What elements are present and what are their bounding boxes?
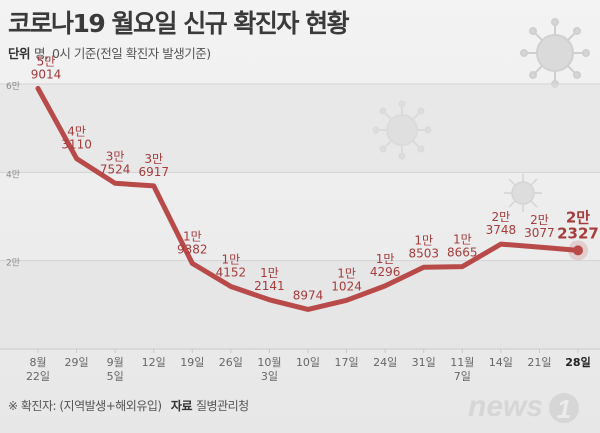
x-tick-label: 12일	[142, 355, 166, 369]
data-label-value: 9014	[31, 67, 62, 81]
data-label-value: 8974	[293, 288, 324, 302]
data-label-unit: 1만	[414, 233, 433, 247]
data-label-unit: 1만	[453, 233, 472, 247]
x-tick-label: 28일	[565, 355, 590, 369]
data-label-unit: 1만	[260, 266, 279, 280]
x-tick-label: 19일	[180, 355, 204, 369]
news1-logo: news 1	[468, 390, 579, 424]
data-label-unit: 3만	[144, 152, 163, 166]
data-label-unit: 1만	[222, 252, 241, 266]
footer-note: ※ 확진자: (지역발생+해외유입)	[8, 399, 162, 413]
data-label-value: 2141	[254, 279, 285, 293]
data-label-value: 8665	[447, 246, 478, 260]
data-label-value: 3077	[524, 226, 555, 240]
source-name: 질병관리청	[196, 399, 249, 413]
data-label-value: 4152	[216, 265, 247, 279]
unit-note: 단위 명, 0시 기준(전일 확진자 발생기준)	[8, 43, 211, 62]
x-tick-label: 10일	[296, 355, 320, 369]
data-label-value: 9382	[177, 242, 208, 256]
x-tick-label: 22일	[26, 369, 50, 383]
x-tick-label: 10월	[257, 356, 281, 369]
x-tick-label: 8월	[29, 356, 46, 369]
x-tick-label: 11월	[450, 356, 474, 369]
x-tick-label: 31일	[412, 355, 436, 369]
band-lower	[0, 260, 600, 349]
data-label-unit: 2만	[566, 208, 590, 226]
x-tick-label: 26일	[219, 355, 243, 369]
data-label-unit: 1만	[376, 252, 395, 266]
logo-text: news	[468, 390, 543, 423]
unit-text: 명, 0시 기준(전일 확진자 발생기준)	[34, 46, 211, 61]
data-labels: 90145만31104만75243만69173만93821만41521만2141…	[31, 54, 599, 302]
data-label-value: 4296	[370, 265, 401, 279]
data-label-value: 1024	[331, 279, 362, 293]
x-tick-label: 17일	[335, 355, 359, 369]
y-tick-label: 4만	[6, 169, 20, 180]
data-label-unit: 1만	[337, 266, 356, 280]
data-label-unit: 4만	[67, 125, 86, 139]
x-tick-label: 14일	[489, 355, 513, 369]
data-label-value: 8503	[408, 246, 439, 260]
virus-illustration-small-icon	[504, 174, 542, 212]
data-label-value: 3110	[61, 138, 92, 152]
x-tick-label: 29일	[65, 355, 89, 369]
x-tick-label: 9월	[107, 356, 124, 369]
logo-number: 1	[557, 394, 571, 424]
y-axis-ticks: 6만 4만 2만	[6, 81, 20, 269]
series-line	[35, 85, 581, 312]
y-tick-label: 2만	[6, 258, 20, 269]
chart-title: 코로나19 월요일 신규 확진자 현황	[8, 9, 350, 38]
data-label-value: 3748	[486, 223, 517, 237]
data-label-unit: 2만	[492, 210, 511, 224]
last-point-marker	[573, 245, 583, 256]
x-tick-label: 7일	[454, 369, 471, 383]
unit-label: 단위	[8, 46, 31, 61]
data-label-value: 7524	[100, 162, 131, 176]
x-tick-label: 5일	[107, 369, 124, 383]
band-upper	[0, 84, 600, 173]
x-tick-label: 24일	[373, 355, 397, 369]
data-label-unit: 3만	[106, 149, 125, 163]
source-label: 자료	[170, 399, 193, 413]
data-label-value: 2327	[557, 224, 599, 242]
footer: ※ 확진자: (지역발생+해외유입) 자료 질병관리청	[8, 397, 249, 414]
data-label-unit: 1만	[183, 229, 202, 243]
x-tick-label: 3일	[261, 369, 278, 383]
data-label-value: 6917	[138, 165, 169, 179]
data-label-unit: 2만	[530, 213, 549, 227]
y-tick-label: 6만	[6, 81, 20, 92]
x-tick-label: 21일	[527, 355, 551, 369]
chart-bands	[0, 84, 600, 349]
data-label-unit: 5만	[37, 54, 56, 68]
